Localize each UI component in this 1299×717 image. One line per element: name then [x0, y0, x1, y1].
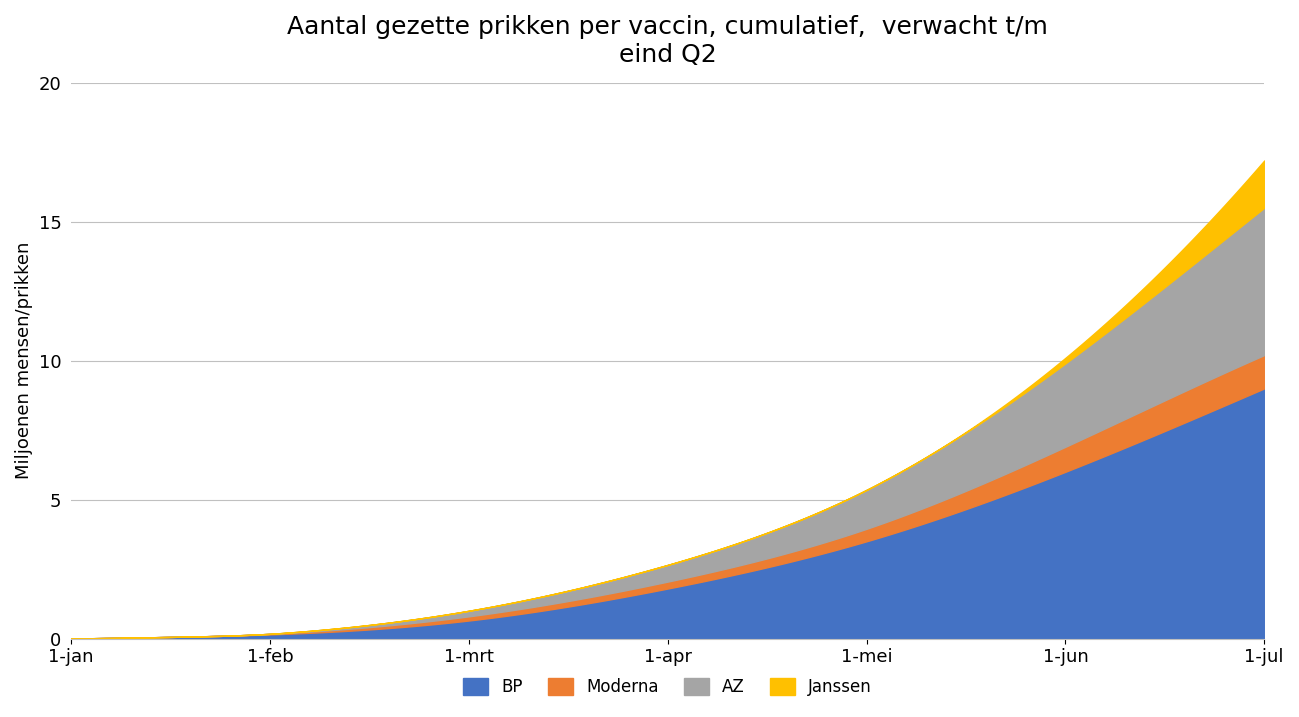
Title: Aantal gezette prikken per vaccin, cumulatief,  verwacht t/m
eind Q2: Aantal gezette prikken per vaccin, cumul…	[287, 15, 1048, 67]
Y-axis label: Miljoenen mensen/prikken: Miljoenen mensen/prikken	[16, 242, 32, 479]
Legend: BP, Moderna, AZ, Janssen: BP, Moderna, AZ, Janssen	[457, 671, 879, 703]
